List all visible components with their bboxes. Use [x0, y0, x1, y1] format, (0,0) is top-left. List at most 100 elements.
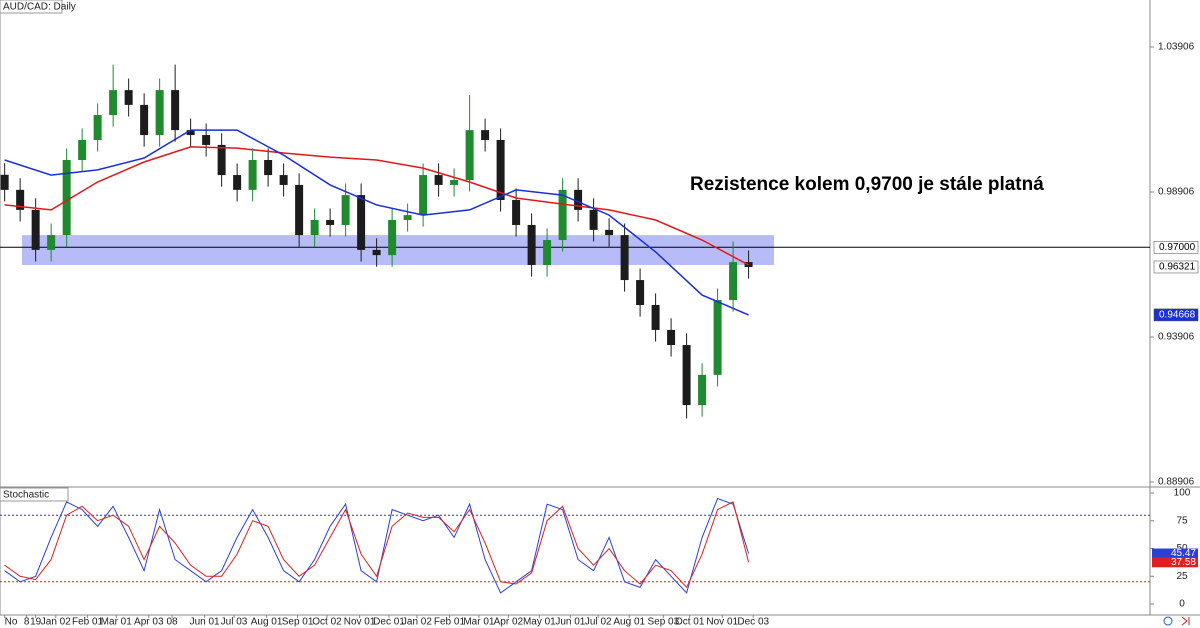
- x-tick-label: Sep 03: [647, 617, 679, 628]
- x-tick-label: 8: [24, 617, 30, 628]
- chart-title: AUD/CAD: Daily: [3, 2, 76, 13]
- ma-tag: 0.94668: [1159, 310, 1196, 321]
- candle-body: [357, 195, 366, 250]
- hline-tag-box: [1153, 241, 1199, 254]
- x-tick-label: Feb 01: [434, 617, 466, 628]
- x-tick-label: Jun 01: [555, 617, 585, 628]
- x-tick-label: Oct 01: [675, 617, 705, 628]
- candle-body: [279, 175, 288, 185]
- candle-body: [636, 280, 645, 305]
- stoch-tag-box: [1152, 548, 1198, 559]
- x-tick-label: Apr 02: [494, 617, 524, 628]
- x-tick-label: Oct 02: [312, 617, 342, 628]
- stoch-tag: 37.58: [1171, 557, 1196, 568]
- y-tick-label: 0: [1179, 599, 1185, 610]
- candle-body: [326, 220, 335, 225]
- x-tick-label: No: [5, 617, 18, 628]
- candle-body: [233, 175, 242, 190]
- x-tick-label: Mar 01: [463, 617, 495, 628]
- candle-body: [465, 130, 474, 181]
- candle-body: [47, 235, 56, 250]
- x-tick-label: Feb 01: [72, 617, 104, 628]
- candle-body: [310, 220, 319, 236]
- x-tick-label: Aug 01: [251, 617, 283, 628]
- candle-body: [496, 139, 505, 201]
- candle-body: [667, 329, 676, 346]
- title-box: [0, 0, 63, 14]
- x-tick-label: 19: [30, 617, 42, 628]
- y-tick-label: 0.88906: [1158, 477, 1195, 488]
- candle-body: [93, 115, 102, 140]
- y-tick-label: 75: [1176, 515, 1188, 526]
- candle-body: [78, 139, 87, 160]
- candle-body: [605, 229, 614, 236]
- x-tick-label: Jun 01: [190, 617, 220, 628]
- x-tick-label: Jul 02: [585, 617, 612, 628]
- candle-body: [403, 215, 412, 221]
- candle-body: [124, 90, 133, 105]
- plot: 1.03906 0.98906 0.93906 0.88906 0.97000 0.963…: [0, 42, 1199, 628]
- candle-body: [713, 300, 722, 375]
- candle-body: [434, 175, 443, 185]
- moving-average: [4, 146, 749, 266]
- candle-body: [388, 220, 397, 256]
- candle-body: [295, 184, 304, 236]
- x-tick-label: Nov 01: [344, 617, 376, 628]
- icon[interactable]: [1163, 616, 1173, 626]
- x-tick-label: Nov 01: [706, 617, 738, 628]
- candle-body: [186, 130, 195, 136]
- candle-body: [651, 304, 660, 330]
- resistance-zone: [22, 235, 774, 265]
- candle-body: [620, 235, 629, 281]
- hline-tag: 0.97000: [1159, 242, 1196, 253]
- candle-body: [140, 104, 149, 136]
- annotation: Rezistence kolem 0,9700 je stále platná: [690, 174, 1044, 195]
- x-tick-label: Apr 03: [134, 617, 164, 628]
- x-tick-label: Dec 01: [373, 617, 405, 628]
- candle-body: [543, 240, 552, 265]
- candle-body: [248, 159, 257, 190]
- candle-body: [31, 209, 40, 250]
- x-tick-label: Dec 03: [737, 617, 769, 628]
- title-box: [0, 487, 69, 502]
- candle-body: [512, 200, 521, 225]
- y-tick-label: 100: [1174, 488, 1191, 499]
- x-tick-label: 08: [166, 617, 178, 628]
- moving-average: [4, 129, 749, 316]
- stoch-tag: 45.47: [1171, 548, 1196, 559]
- pane-title: Stochastic: [3, 490, 49, 501]
- y-tick-label: 25: [1176, 571, 1188, 582]
- icon[interactable]: [1181, 616, 1190, 626]
- x-tick-label: Jan 02: [402, 617, 432, 628]
- stochastic-line: [4, 501, 750, 589]
- candle-body: [155, 90, 164, 136]
- candle-body: [450, 180, 459, 185]
- y-tick-label: 0.98906: [1158, 187, 1195, 198]
- candle-body: [698, 374, 707, 406]
- candle-body: [217, 144, 226, 176]
- candle-body: [558, 189, 567, 241]
- last-price-tag-box: [1153, 260, 1199, 274]
- candle-body: [62, 159, 71, 236]
- candle-body: [527, 224, 536, 265]
- candle-body: [481, 130, 490, 140]
- candle-body: [372, 249, 381, 256]
- ma-tag-box: [1153, 308, 1199, 322]
- candle-body: [419, 175, 428, 216]
- candle-body: [574, 189, 583, 210]
- candle-body: [202, 135, 211, 145]
- candle-body: [682, 345, 691, 406]
- x-tick-label: May 01: [523, 617, 556, 628]
- candle-body: [171, 90, 180, 131]
- last-price-tag: 0.96321: [1159, 262, 1196, 273]
- stoch-tag-box: [1152, 557, 1198, 568]
- x-tick-label: Jul 03: [221, 617, 248, 628]
- candle-body: [264, 159, 273, 176]
- candle-body: [729, 262, 738, 301]
- y-tick-label: 0.93906: [1158, 332, 1195, 343]
- candle-body: [589, 209, 598, 230]
- toolbar-icons[interactable]: [1163, 616, 1190, 626]
- x-tick-label: Sep 01: [282, 617, 314, 628]
